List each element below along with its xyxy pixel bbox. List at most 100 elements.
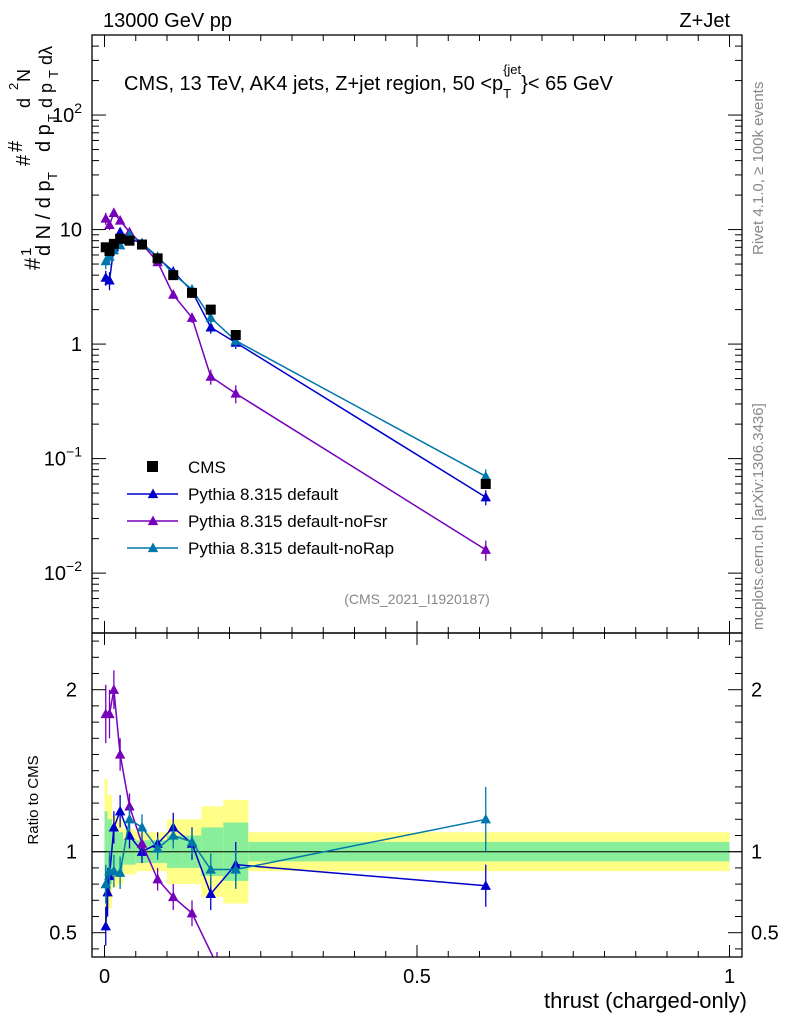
y-tick-label: 10 — [60, 220, 82, 242]
ratio-line-1 — [105, 689, 214, 957]
data-point — [168, 270, 179, 281]
ratio-plot-marks — [92, 670, 742, 970]
ratio-point — [480, 813, 491, 824]
x-tick-label: 1 — [724, 966, 735, 988]
svg-text:2: 2 — [6, 83, 21, 90]
svg-text:d p: d p — [33, 124, 55, 152]
ratio-point — [152, 873, 163, 884]
legend-label: Pythia 8.315 default — [188, 485, 339, 504]
rivet-label: Rivet 4.1.0, ≥ 100k events — [750, 82, 767, 255]
data-point — [230, 330, 241, 341]
ratio-tick-label-left: 1 — [66, 842, 77, 864]
mcplots-label: mcplots.cern.ch [arXiv:1306.3436] — [750, 403, 767, 630]
ratio-point — [212, 960, 222, 970]
svg-text:d p: d p — [36, 83, 56, 108]
ratio-frame — [91, 632, 743, 958]
header-right: Z+Jet — [679, 10, 730, 32]
ratio-point — [168, 891, 179, 902]
data-point — [115, 233, 126, 244]
svg-text:d: d — [14, 98, 34, 108]
ratio-point — [100, 920, 111, 931]
ratio-point — [152, 842, 163, 853]
svg-text:#: # — [5, 140, 27, 152]
ratio-point — [480, 880, 491, 890]
ratio-tick-label-right: 0.5 — [751, 923, 779, 945]
data-point — [480, 479, 491, 490]
series-point — [168, 289, 179, 299]
svg-text:T: T — [46, 70, 61, 78]
ratio-tick-label-left: 0.5 — [49, 923, 77, 945]
ratio-point — [104, 708, 115, 719]
series-point — [186, 312, 198, 322]
svg-text:T: T — [45, 172, 60, 180]
data-point — [205, 304, 216, 315]
legend: CMS Pythia 8.315 default Pythia 8.315 defa… — [127, 458, 394, 558]
series-point — [205, 371, 216, 381]
series-line-2 — [105, 233, 487, 478]
svg-text:#: # — [20, 257, 45, 270]
ratio-tick-label-right: 2 — [751, 680, 762, 702]
svg-text:T: T — [45, 114, 60, 122]
svg-text:d N / d p: d N / d p — [33, 180, 55, 256]
legend-label: Pythia 8.315 default-noFsr — [188, 512, 388, 531]
ratio-point — [186, 836, 198, 847]
ratio-point — [205, 864, 216, 874]
ratio-point — [136, 838, 148, 848]
ratio-point — [186, 907, 198, 918]
chart-title: CMS, 13 TeV, AK4 jets, Z+jet region, 50 … — [124, 62, 614, 101]
series-point — [114, 214, 126, 225]
y-tick-label: 10−2 — [44, 558, 82, 585]
ratio-point — [168, 830, 179, 840]
ratio-tick-label-right: 1 — [751, 842, 762, 864]
ratio-point — [108, 684, 120, 694]
ratio-point — [230, 864, 241, 874]
data-point — [137, 239, 147, 250]
ratio-point — [108, 865, 120, 876]
ratio-point — [102, 886, 113, 897]
y-axis-title: # 1 d N / d p T # d p T # d 2 N d p T dλ — [5, 46, 61, 270]
series-point — [480, 470, 491, 481]
series-point — [205, 312, 216, 322]
ratio-point — [108, 821, 120, 832]
legend-label: Pythia 8.315 default-noRap — [188, 539, 394, 558]
svg-text:dλ: dλ — [36, 46, 56, 65]
ratio-point — [114, 867, 126, 877]
ratio-point — [136, 821, 148, 832]
ratio-point — [114, 749, 126, 759]
legend-marker — [147, 515, 159, 526]
svg-text:N: N — [14, 69, 34, 82]
ratio-point — [124, 800, 135, 811]
x-axis-title: thrust (charged-only) — [544, 988, 747, 1013]
ratio-y-title: Ratio to CMS — [25, 755, 42, 844]
svg-text:#: # — [13, 154, 35, 166]
series-point — [104, 274, 115, 285]
data-point — [124, 235, 135, 246]
series-point — [230, 388, 241, 398]
series-point — [480, 544, 491, 554]
ratio-point — [114, 805, 126, 816]
ratio-point — [205, 888, 216, 898]
data-point — [187, 287, 197, 298]
x-tick-label: 0 — [99, 966, 110, 988]
x-tick-label: 0.5 — [403, 966, 431, 988]
series-point — [480, 491, 491, 502]
main-plot-marks — [100, 207, 491, 561]
series-point — [100, 212, 111, 223]
series-point — [230, 335, 241, 345]
y-tick-label: 1 — [71, 334, 82, 356]
data-point — [152, 253, 163, 264]
series-point — [104, 219, 115, 229]
analysis-tag: (CMS_2021_I1920187) — [344, 591, 490, 607]
svg-text:1: 1 — [18, 248, 35, 256]
ratio-series-group — [100, 670, 491, 970]
legend-marker — [147, 542, 159, 553]
legend-marker — [147, 488, 159, 499]
data-point — [104, 245, 115, 256]
header-left: 13000 GeV pp — [103, 10, 232, 32]
ratio-tick-label-left: 2 — [66, 680, 77, 702]
legend-marker-data — [147, 461, 158, 472]
axes: 0 0.5 1 10−2 10−1 1 10 102 0.5 0.5 1 1 2 2 — [44, 34, 779, 988]
legend-label: CMS — [188, 458, 226, 477]
y-tick-label: 102 — [52, 100, 82, 127]
